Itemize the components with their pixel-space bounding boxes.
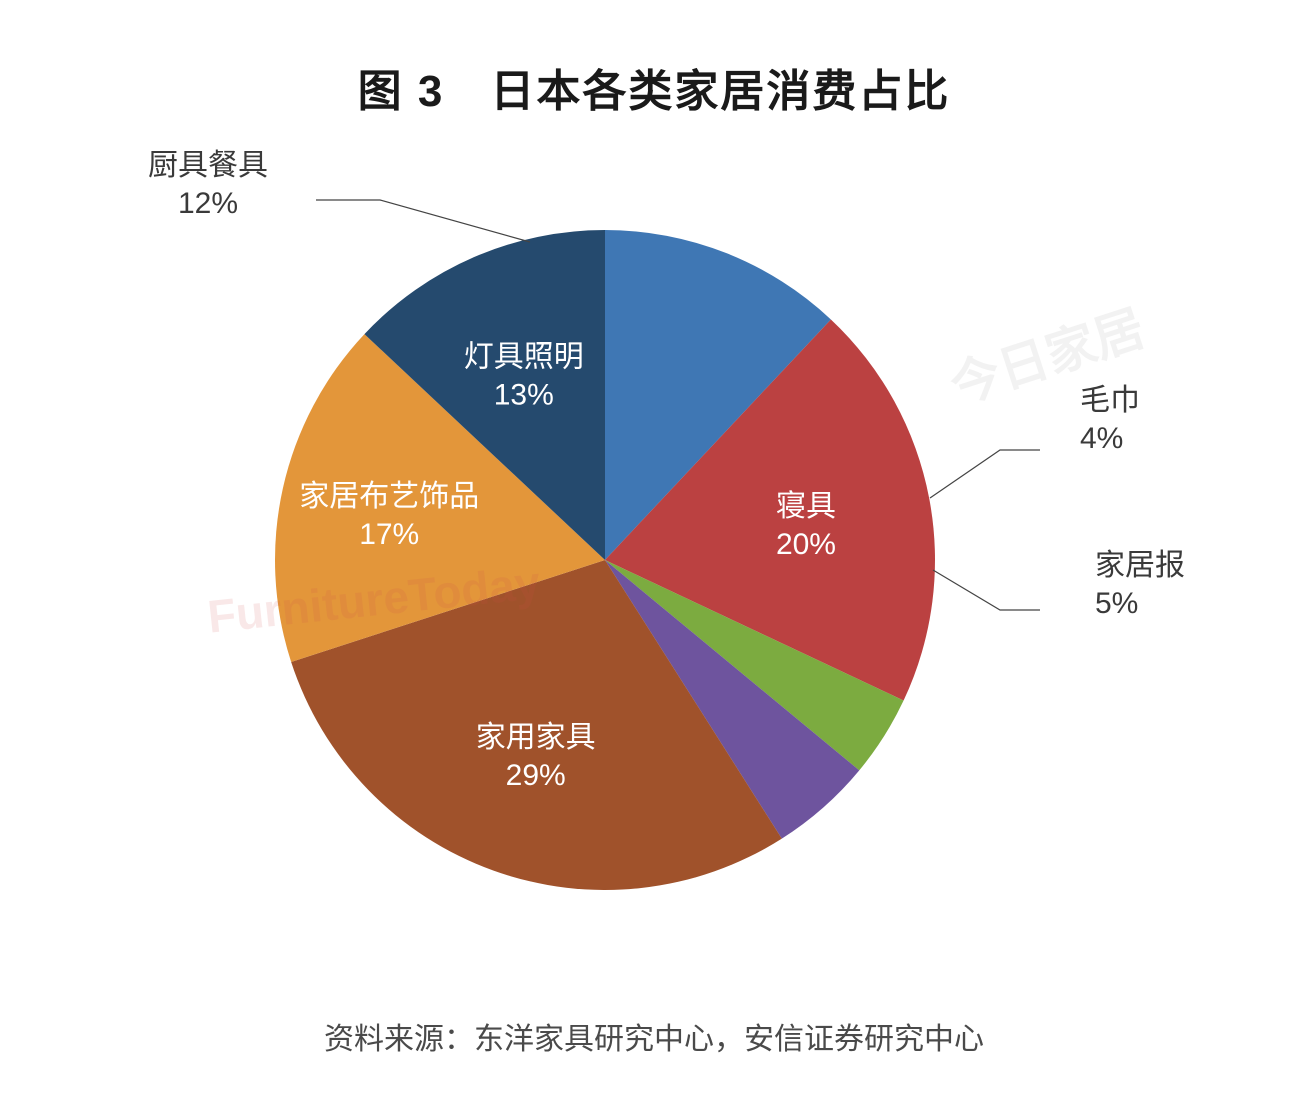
chart-source: 资料来源：东洋家具研究中心，安信证券研究中心 xyxy=(0,1014,1308,1058)
leader-line xyxy=(930,450,1040,498)
svg-text:家居报: 家居报 xyxy=(1095,549,1185,582)
svg-text:灯具照明: 灯具照明 xyxy=(464,341,584,374)
svg-text:13%: 13% xyxy=(494,379,554,412)
svg-text:5%: 5% xyxy=(1095,587,1138,620)
svg-text:29%: 29% xyxy=(506,759,566,792)
slice-label-outside: 厨具餐具 12% xyxy=(148,149,268,220)
svg-text:家居布艺饰品: 家居布艺饰品 xyxy=(299,480,479,513)
pie-chart: 厨具餐具 12% 寝具 20% 毛巾 4% 家居报 5% 家用家具 29% 家居布艺饰品 17% 灯具照… xyxy=(0,0,1308,1118)
svg-text:厨具餐具: 厨具餐具 xyxy=(148,149,268,182)
svg-text:4%: 4% xyxy=(1080,422,1123,455)
svg-text:12%: 12% xyxy=(178,187,238,220)
slice-label-outside: 毛巾 4% xyxy=(1080,384,1140,455)
leader-line xyxy=(933,570,1040,610)
slice-label-outside: 家居报 5% xyxy=(1095,549,1185,620)
leader-line xyxy=(316,200,530,242)
svg-text:寝具: 寝具 xyxy=(776,490,836,523)
svg-text:家用家具: 家用家具 xyxy=(476,721,596,754)
svg-text:毛巾: 毛巾 xyxy=(1080,384,1140,417)
svg-text:20%: 20% xyxy=(776,528,836,561)
svg-text:17%: 17% xyxy=(359,518,419,551)
